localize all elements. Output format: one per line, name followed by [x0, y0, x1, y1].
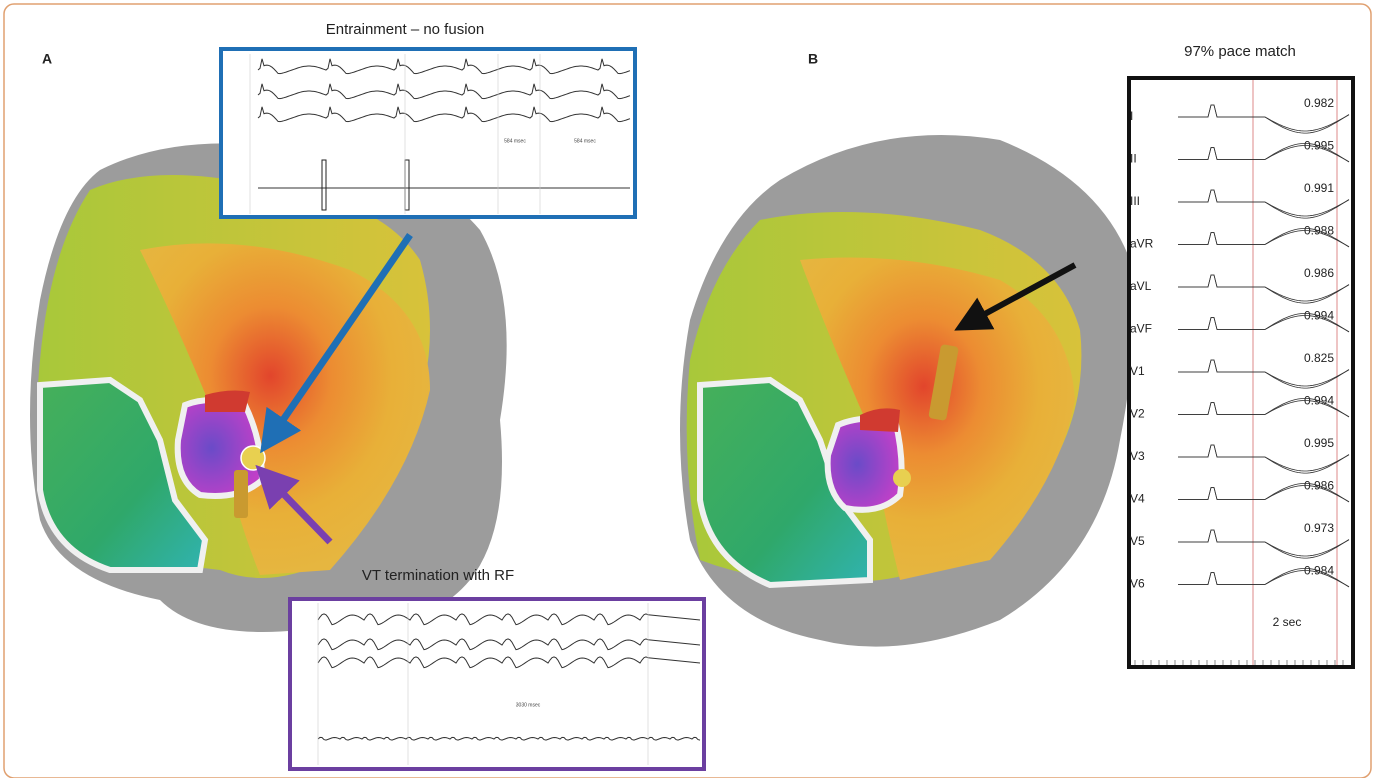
- figure: A B Entrainment – no fusion VT terminati…: [0, 0, 1375, 778]
- map-b: [680, 135, 1133, 647]
- correlation: 0.982: [1304, 96, 1334, 110]
- lead-label: V6: [1130, 577, 1145, 591]
- panel-label: A: [42, 51, 52, 67]
- interval-label: 584 msec: [504, 138, 526, 144]
- correlation: 0.995: [1304, 436, 1334, 450]
- ecg-inset: 2 sec I0.982II0.995III0.991aVR0.988aVL0.…: [1129, 78, 1353, 667]
- lead-label: V5: [1130, 534, 1145, 548]
- interval-label: 584 msec: [574, 138, 596, 144]
- lead-label: II: [1130, 152, 1137, 166]
- correlation: 0.973: [1304, 521, 1334, 535]
- inset-title: Entrainment – no fusion: [326, 21, 484, 38]
- lead-label: I: [1130, 109, 1133, 123]
- lead-label: V1: [1130, 364, 1145, 378]
- lead-label: V4: [1130, 492, 1145, 506]
- correlation: 0.825: [1304, 351, 1334, 365]
- lead-label: aVR: [1130, 237, 1154, 251]
- interval-label: 3030 msec: [516, 702, 541, 708]
- inset-title: VT termination with RF: [362, 567, 514, 584]
- scale-label: 2 sec: [1273, 615, 1302, 629]
- lead-label: V2: [1130, 407, 1145, 421]
- lead-label: aVF: [1130, 322, 1152, 336]
- panel-label: B: [808, 51, 818, 67]
- ecg-inset: 584 msec 584 msec: [221, 49, 635, 217]
- correlation: 0.986: [1304, 266, 1334, 280]
- correlation: 0.991: [1304, 181, 1334, 195]
- lead-label: aVL: [1130, 279, 1152, 293]
- inset-title: 97% pace match: [1184, 43, 1296, 60]
- ecg-inset: 3030 msec: [290, 599, 704, 769]
- lead-label: III: [1130, 194, 1140, 208]
- lead-label: V3: [1130, 449, 1145, 463]
